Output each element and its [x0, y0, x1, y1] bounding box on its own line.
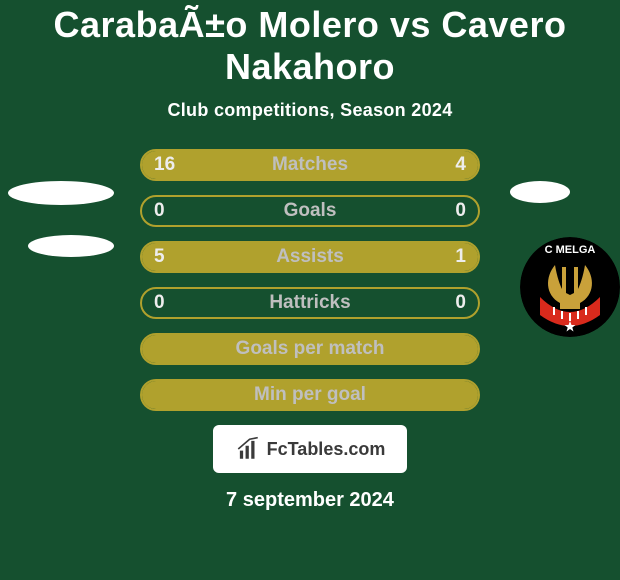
fctables-logo-icon	[235, 436, 261, 462]
stat-value-left: 0	[154, 289, 165, 317]
stat-row: Goals per match	[140, 333, 480, 365]
stat-label: Hattricks	[142, 289, 478, 317]
stat-value-left: 0	[154, 197, 165, 225]
left-ellipse-1	[8, 181, 114, 205]
stat-row: Matches16 4	[140, 149, 480, 181]
fctables-badge: FcTables.com	[213, 425, 407, 473]
stat-value-left: 5	[154, 243, 165, 271]
club-badge-right: C MELGA	[520, 237, 620, 337]
left-ellipse-2	[28, 235, 114, 257]
right-ellipse-1	[510, 181, 570, 203]
stat-value-right: 4	[455, 151, 466, 179]
stat-row: Hattricks0 0	[140, 287, 480, 319]
stat-row: Goals0 0	[140, 195, 480, 227]
comparison-arena: C MELGA Matches164Goals00Assists51Hattri…	[0, 149, 620, 411]
stat-value-right: 1	[455, 243, 466, 271]
subtitle: Club competitions, Season 2024	[0, 100, 620, 121]
stat-label: Assists	[142, 243, 478, 271]
stat-row: Assists5 1	[140, 241, 480, 273]
date-label: 7 september 2024	[0, 489, 620, 512]
stat-label: Goals per match	[142, 335, 478, 363]
page-root: CarabaÃ±o Molero vs Cavero Nakahoro Club…	[0, 0, 620, 580]
stat-label: Min per goal	[142, 381, 478, 409]
club-badge-svg: C MELGA	[520, 237, 620, 337]
stat-value-left: 16	[154, 151, 175, 179]
stat-value-right: 0	[455, 197, 466, 225]
page-title: CarabaÃ±o Molero vs Cavero Nakahoro	[0, 0, 620, 88]
stat-label: Goals	[142, 197, 478, 225]
svg-text:C MELGA: C MELGA	[545, 244, 596, 256]
stat-label: Matches	[142, 151, 478, 179]
fctables-label: FcTables.com	[267, 439, 386, 460]
stat-bars: Matches164Goals00Assists51Hattricks00Goa…	[140, 149, 480, 411]
stat-value-right: 0	[455, 289, 466, 317]
stat-row: Min per goal	[140, 379, 480, 411]
